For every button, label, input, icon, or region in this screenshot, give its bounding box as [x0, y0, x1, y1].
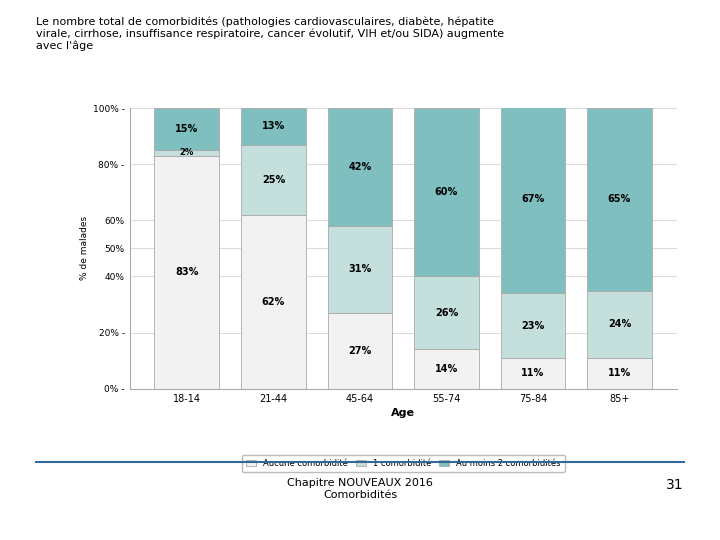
- Text: 42%: 42%: [348, 162, 372, 172]
- Bar: [241, 145, 306, 215]
- Text: Le nombre total de comorbidités (pathologies cardiovasculaires, diabète, hépatit: Le nombre total de comorbidités (patholo…: [36, 16, 504, 51]
- Text: 31%: 31%: [348, 265, 372, 274]
- Bar: [500, 105, 565, 293]
- Text: 83%: 83%: [175, 267, 199, 277]
- Bar: [155, 108, 220, 150]
- Text: 13%: 13%: [262, 122, 285, 131]
- Text: 2%: 2%: [180, 148, 194, 158]
- Text: 26%: 26%: [435, 308, 458, 318]
- Text: 25%: 25%: [262, 174, 285, 185]
- Text: Chapitre NOUVEAUX 2016
Comorbidités: Chapitre NOUVEAUX 2016 Comorbidités: [287, 478, 433, 500]
- Bar: [328, 108, 392, 226]
- Bar: [587, 108, 652, 291]
- Bar: [500, 293, 565, 358]
- Text: 14%: 14%: [435, 364, 458, 374]
- Text: 15%: 15%: [175, 124, 199, 134]
- Text: 31: 31: [667, 478, 684, 492]
- Bar: [414, 276, 479, 349]
- X-axis label: Age: Age: [391, 408, 415, 418]
- Text: 23%: 23%: [521, 321, 544, 330]
- Bar: [328, 226, 392, 313]
- Bar: [414, 108, 479, 276]
- Text: 24%: 24%: [608, 319, 631, 329]
- Text: 60%: 60%: [435, 187, 458, 197]
- Bar: [587, 358, 652, 389]
- Text: 11%: 11%: [608, 368, 631, 379]
- Bar: [500, 358, 565, 389]
- Text: 27%: 27%: [348, 346, 372, 356]
- Y-axis label: % de malades: % de malades: [80, 217, 89, 280]
- Bar: [241, 108, 306, 145]
- Bar: [587, 291, 652, 358]
- Legend: Aucune comorbidité, 1 comorbidité, Au moins 2 comorbidités: Aucune comorbidité, 1 comorbidité, Au mo…: [242, 455, 564, 472]
- Text: 67%: 67%: [521, 194, 544, 204]
- Text: 65%: 65%: [608, 194, 631, 204]
- Bar: [414, 349, 479, 389]
- Text: 62%: 62%: [262, 297, 285, 307]
- Bar: [241, 215, 306, 389]
- Text: 11%: 11%: [521, 368, 544, 379]
- Bar: [155, 150, 220, 156]
- Bar: [155, 156, 220, 389]
- Bar: [328, 313, 392, 389]
